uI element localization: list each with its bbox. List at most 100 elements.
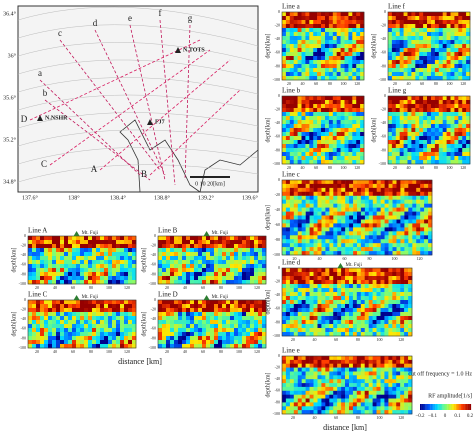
rf-cell xyxy=(336,156,341,161)
rf-cell xyxy=(345,383,350,388)
rf-cell xyxy=(329,276,334,281)
depth-tick-label: -80 xyxy=(381,63,386,68)
rf-cell xyxy=(325,68,330,73)
rf-cell xyxy=(194,308,199,313)
rf-cell xyxy=(162,340,167,345)
rf-cell xyxy=(372,292,377,297)
rf-cell xyxy=(388,284,393,289)
rf-cell xyxy=(289,56,294,61)
rf-cell xyxy=(218,312,223,317)
rf-cell xyxy=(297,312,302,317)
rf-cell xyxy=(88,320,93,325)
rf-cell xyxy=(128,332,133,337)
rf-cell xyxy=(329,308,334,313)
rf-cell xyxy=(427,116,432,121)
rf-cell xyxy=(395,28,400,33)
rf-cell xyxy=(438,76,443,81)
rf-cell xyxy=(357,219,362,224)
rf-cell xyxy=(285,183,291,189)
depth-tick-label: -40 xyxy=(275,36,280,41)
rf-cell xyxy=(388,96,393,101)
rf-cell xyxy=(364,394,369,399)
rf-cell xyxy=(313,12,318,17)
rf-cell xyxy=(76,340,81,345)
rf-cell xyxy=(395,120,400,125)
rf-cell xyxy=(376,316,381,321)
rf-cell xyxy=(297,219,302,224)
rf-cell xyxy=(305,60,310,65)
rf-cell xyxy=(325,20,330,25)
rf-cell xyxy=(56,324,61,329)
rf-cell xyxy=(317,332,322,337)
rf-cell xyxy=(399,32,404,37)
rf-cell xyxy=(415,44,420,49)
rf-cell xyxy=(108,240,113,245)
distance-tick-label: 20 xyxy=(287,165,291,170)
rf-cell xyxy=(325,316,330,321)
rf-cell xyxy=(158,260,163,265)
rf-cell xyxy=(28,280,33,285)
rf-cell xyxy=(178,276,183,281)
rf-cell xyxy=(222,300,227,305)
rf-cell xyxy=(178,280,183,285)
rf-cell xyxy=(309,76,314,81)
rf-cell xyxy=(427,148,432,153)
rf-cell xyxy=(285,379,291,384)
rf-cell xyxy=(458,96,463,101)
rf-cell xyxy=(186,272,191,277)
rf-cell xyxy=(313,52,318,57)
rf-cell xyxy=(407,128,412,133)
station-marker xyxy=(147,119,153,125)
rf-cell xyxy=(222,328,227,333)
rf-cell xyxy=(254,340,259,345)
rf-cell xyxy=(194,312,199,317)
rf-cell xyxy=(388,108,393,113)
rf-cell xyxy=(329,320,334,325)
rf-cell xyxy=(420,235,425,240)
rf-cell xyxy=(226,248,231,253)
rf-cell xyxy=(285,320,291,325)
rf-cell xyxy=(364,371,369,376)
rf-cell xyxy=(392,406,397,411)
rf-cell xyxy=(384,227,389,232)
rf-cell xyxy=(301,227,306,232)
rf-cell xyxy=(282,219,287,224)
rf-cell xyxy=(305,152,310,157)
rf-cell xyxy=(364,328,369,333)
rf-cell xyxy=(408,276,413,281)
rf-cell xyxy=(356,32,361,37)
rf-cell xyxy=(419,132,424,137)
rf-cell xyxy=(250,328,255,333)
rf-cell xyxy=(92,324,97,329)
rf-cell xyxy=(344,72,349,77)
rf-cell xyxy=(416,235,421,240)
rf-cell xyxy=(309,56,314,61)
rf-cell xyxy=(297,328,302,333)
rf-cell xyxy=(325,16,330,21)
depth-tick-label: -60 xyxy=(275,388,280,393)
rf-cell xyxy=(388,32,393,37)
rf-cell xyxy=(234,244,239,249)
rf-cell xyxy=(182,256,187,261)
rf-cell xyxy=(234,236,239,241)
rf-cell xyxy=(258,344,263,349)
rf-cell xyxy=(341,243,346,248)
rf-cell xyxy=(466,44,471,49)
rf-cell xyxy=(396,300,401,305)
rf-cell xyxy=(301,296,306,301)
rf-cell xyxy=(391,148,397,153)
rf-cell xyxy=(376,304,381,309)
rf-cell xyxy=(325,363,330,368)
rf-cell xyxy=(344,100,349,105)
rf-cell xyxy=(36,248,41,253)
rf-cell xyxy=(293,199,298,204)
rf-cell xyxy=(360,320,365,325)
rf-cell xyxy=(388,316,393,321)
rf-cell xyxy=(446,68,451,73)
distance-tick-label: 60 xyxy=(71,349,75,354)
rf-cell xyxy=(442,140,447,145)
rf-cell xyxy=(396,247,401,252)
rf-cell xyxy=(305,156,310,161)
distance-tick-label: 20 xyxy=(165,285,169,290)
rf-cell xyxy=(388,211,393,216)
